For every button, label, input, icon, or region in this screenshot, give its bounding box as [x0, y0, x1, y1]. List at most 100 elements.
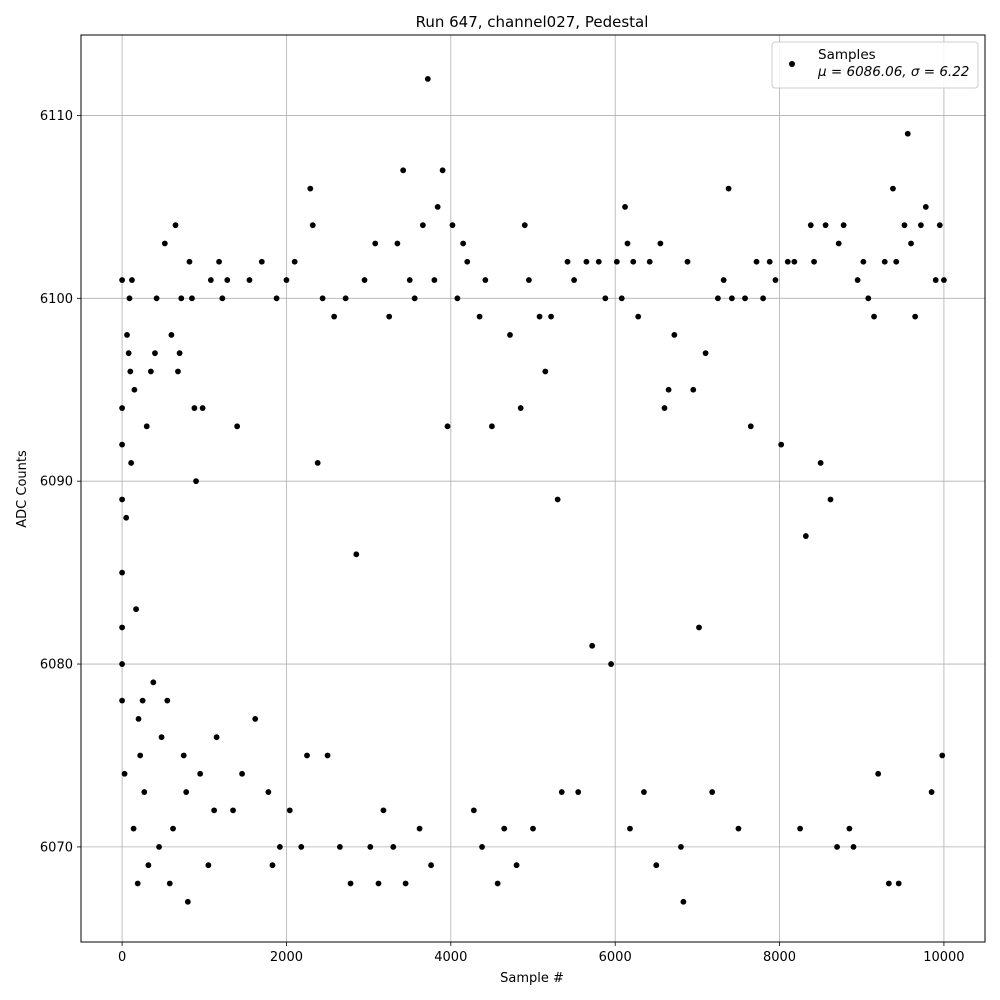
data-point: [589, 642, 596, 649]
y-tick-label: 6080: [40, 658, 73, 673]
data-point: [156, 844, 162, 850]
data-point: [309, 222, 316, 229]
legend-box: [771, 41, 979, 89]
data-point: [753, 258, 760, 265]
data-point: [742, 295, 748, 302]
data-point: [164, 697, 171, 704]
data-point: [454, 295, 461, 302]
axis-ticks: 0 2000 4000 6000 8000 10000 6070 6080 6090 6100 61…: [40, 109, 965, 965]
data-point: [624, 240, 631, 247]
data-point: [119, 405, 125, 411]
data-point: [871, 313, 877, 320]
data-point: [158, 734, 165, 741]
data-point: [424, 75, 431, 82]
data-point: [193, 478, 199, 485]
data-point: [917, 222, 924, 229]
data-point: [406, 277, 413, 283]
data-point: [119, 569, 125, 576]
data-point: [665, 386, 672, 393]
data-point: [901, 222, 908, 229]
data-point: [641, 789, 647, 795]
data-point: [890, 185, 896, 192]
y-axis-label: ADC Counts: [15, 450, 30, 528]
data-point: [928, 789, 935, 795]
data-point: [170, 825, 176, 832]
data-point: [189, 295, 195, 302]
data-point: [175, 368, 181, 375]
data-point: [324, 752, 331, 759]
data-point: [361, 277, 368, 283]
x-axis-label: Sample #: [500, 971, 564, 986]
data-point: [276, 844, 283, 850]
legend-stats: μ = 6086.06, σ = 6.22: [817, 64, 969, 80]
data-point: [353, 551, 360, 558]
data-point: [239, 770, 245, 777]
data-point: [893, 258, 900, 265]
data-point: [460, 240, 467, 247]
data-points: [119, 75, 947, 905]
data-point: [627, 825, 633, 832]
data-point: [183, 789, 190, 795]
data-point: [482, 277, 489, 283]
data-point: [653, 862, 660, 869]
data-point: [850, 844, 857, 850]
data-point: [230, 807, 236, 814]
data-point: [125, 350, 132, 357]
data-point: [119, 496, 125, 503]
data-point: [123, 514, 130, 521]
data-point: [298, 844, 305, 850]
data-point: [444, 423, 451, 430]
data-point: [252, 716, 259, 722]
data-point: [258, 258, 265, 265]
data-point: [180, 752, 187, 759]
data-point: [265, 789, 272, 795]
data-point: [932, 277, 939, 283]
data-point: [143, 423, 150, 430]
data-point: [618, 295, 625, 302]
data-point: [881, 258, 888, 265]
y-tick-label: 6100: [40, 292, 73, 307]
data-point: [130, 825, 137, 832]
data-point: [678, 844, 684, 850]
data-point: [129, 277, 135, 283]
data-point: [875, 770, 882, 777]
data-point: [747, 423, 754, 430]
data-point: [141, 789, 148, 795]
data-point: [854, 277, 861, 283]
data-point: [860, 258, 867, 265]
data-point: [211, 807, 218, 814]
data-point: [137, 752, 144, 759]
data-point: [246, 277, 253, 283]
data-point: [269, 862, 276, 869]
data-point: [635, 313, 642, 320]
data-point: [554, 496, 561, 503]
data-point: [657, 240, 664, 247]
data-point: [386, 313, 393, 320]
data-point: [766, 258, 773, 265]
data-point: [908, 240, 914, 247]
data-point: [778, 441, 785, 448]
data-point: [428, 862, 434, 869]
data-point: [178, 295, 185, 302]
data-point: [772, 277, 779, 283]
data-point: [595, 258, 602, 265]
y-tick-label: 6090: [40, 475, 73, 490]
data-point: [895, 880, 902, 887]
data-point: [176, 350, 183, 357]
data-point: [273, 295, 280, 302]
plot-frame: [80, 34, 986, 943]
data-point: [904, 130, 911, 137]
data-point: [380, 807, 387, 814]
data-point: [145, 862, 152, 869]
data-point: [139, 697, 146, 704]
data-point: [134, 880, 141, 887]
data-point: [811, 258, 817, 265]
data-point: [922, 203, 929, 210]
data-point: [680, 898, 687, 905]
data-point: [319, 295, 326, 302]
data-point: [342, 295, 349, 302]
data-point: [336, 844, 343, 850]
x-tick-label: 4000: [434, 950, 467, 965]
data-point: [840, 222, 847, 229]
